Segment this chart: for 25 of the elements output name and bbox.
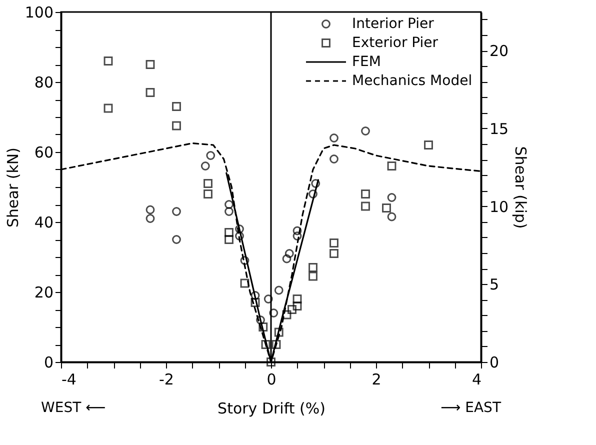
x-tick-label: 0 (266, 370, 276, 388)
y2-tick-label: 5 (490, 276, 500, 294)
legend-label: Mechanics Model (352, 73, 472, 89)
x-tick-label: -2 (159, 370, 174, 388)
y2-tick-label: 0 (490, 354, 500, 372)
y-tick-label: 100 (24, 4, 54, 22)
text: ⟶ EAST (440, 400, 502, 416)
text: WEST ⟵ (41, 400, 106, 416)
y2-axis-title: Shear (kip) (512, 146, 530, 229)
y-tick-label: 80 (34, 74, 54, 92)
y2-tick-label: 20 (490, 42, 509, 60)
x-axis-title: Story Drift (%) (218, 400, 326, 418)
y-tick-label: 20 (34, 284, 54, 302)
legend-label: FEM (352, 54, 381, 70)
x-tick-label: 2 (372, 370, 382, 388)
y-tick-label: 60 (34, 144, 54, 162)
y2-tick-label: 15 (490, 120, 509, 138)
y-axis-title: Shear (kN) (4, 148, 22, 228)
y-tick-label: 40 (34, 214, 54, 232)
y2-tick-label: 10 (490, 198, 509, 216)
x-tick-label: 4 (472, 370, 482, 388)
legend-label: Interior Pier (352, 16, 434, 32)
legend-label: Exterior Pier (352, 35, 438, 51)
x-tick-label: -4 (62, 370, 76, 388)
y-tick-label: 0 (44, 354, 54, 372)
